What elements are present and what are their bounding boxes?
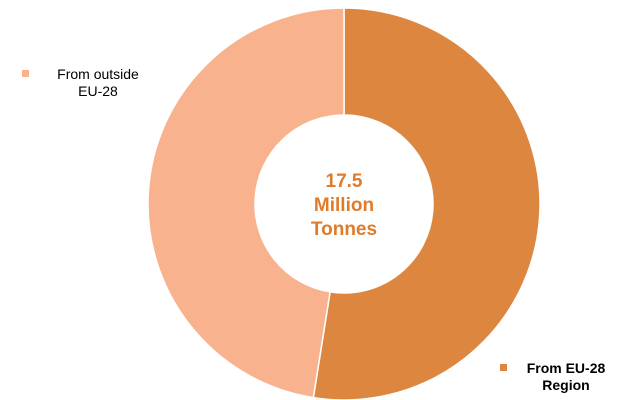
slice-from-eu-28-region — [312, 7, 541, 400]
legend-label-outside-eu-line-1: From outside — [57, 66, 139, 82]
legend-label-outside-eu-line-2: EU-28 — [78, 83, 118, 99]
legend-marker-outside-eu — [22, 70, 29, 77]
center-unit-line-1: Million — [313, 195, 375, 216]
slice-from-outside-eu-28 — [147, 7, 345, 399]
legend-entry-outside-eu: From outside EU-28 — [22, 66, 172, 100]
center-label: 17.5 Million Tonnes — [262, 170, 426, 242]
center-unit-line-2: Tonnes — [310, 219, 378, 240]
center-value: 17.5 — [325, 171, 363, 192]
legend-entry-eu-28: From EU-28 Region — [500, 360, 620, 394]
legend-label-eu-28-line-2: Region — [542, 377, 590, 393]
legend-marker-eu-28 — [500, 364, 507, 371]
legend-label-eu-28-line-1: From EU-28 — [526, 360, 606, 376]
